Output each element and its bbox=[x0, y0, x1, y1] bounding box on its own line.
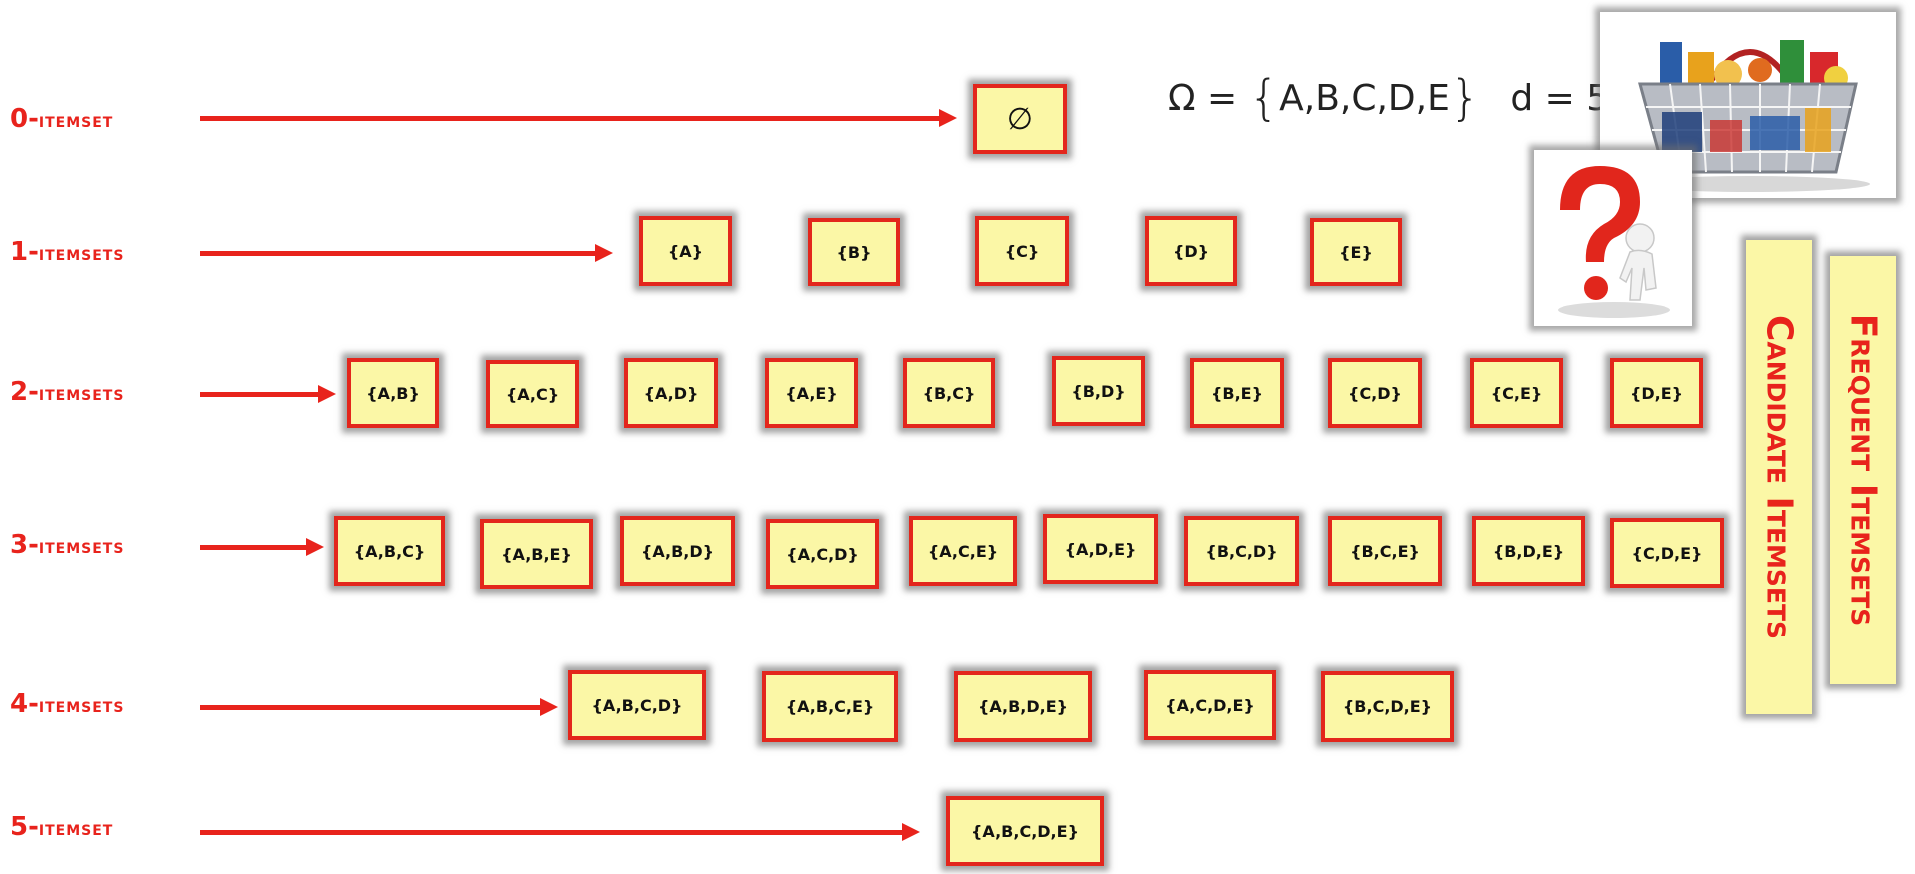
row-label-word: itemsets bbox=[38, 241, 125, 265]
itemset-box-full: {A,B,C,D,E} bbox=[946, 796, 1104, 866]
itemset-box: {B,C,D} bbox=[1184, 516, 1299, 586]
itemset-box: {C} bbox=[975, 216, 1069, 286]
itemset-box: {A,B,C,D} bbox=[568, 670, 706, 740]
candidate-itemsets-panel: Candidate Itemsets bbox=[1746, 240, 1812, 714]
row-label-3-itemsets: 3-itemsets bbox=[10, 530, 124, 560]
row-label-4-itemsets: 4-itemsets bbox=[10, 689, 124, 719]
row-label-number: 5- bbox=[10, 812, 39, 842]
itemset-box: {C,D} bbox=[1328, 358, 1422, 428]
itemset-box: {C,D,E} bbox=[1610, 518, 1724, 588]
row-label-number: 1- bbox=[10, 237, 39, 267]
itemset-box: {A,D,E} bbox=[1043, 514, 1158, 584]
row-label-word: itemsets bbox=[38, 534, 125, 558]
frequent-itemsets-panel: Frequent Itemsets bbox=[1830, 256, 1896, 684]
itemset-box: {B,C,D,E} bbox=[1321, 671, 1454, 742]
itemset-box: {B} bbox=[808, 218, 900, 286]
itemset-box: {A,C} bbox=[486, 360, 579, 428]
itemset-box: {D} bbox=[1145, 216, 1237, 286]
omega-symbol: Ω bbox=[1168, 78, 1196, 119]
itemset-box-empty: ∅ bbox=[973, 84, 1067, 154]
itemset-box: {A,B,D} bbox=[620, 516, 735, 586]
arrow-0-itemset bbox=[200, 109, 957, 127]
formula-open-brace: { bbox=[1248, 70, 1280, 126]
question-mark-figure-icon bbox=[1534, 150, 1692, 326]
formula-close-brace: } bbox=[1449, 70, 1481, 126]
row-label-number: 2- bbox=[10, 377, 39, 407]
arrow-2-itemsets bbox=[200, 385, 336, 403]
itemset-box: {B,D} bbox=[1052, 356, 1145, 426]
itemset-box: {A,C,E} bbox=[909, 516, 1017, 586]
row-label-2-itemsets: 2-itemsets bbox=[10, 377, 124, 407]
itemset-box: {A} bbox=[639, 216, 732, 286]
arrow-5-itemset bbox=[200, 823, 920, 841]
itemset-box: {A,C,D} bbox=[766, 519, 879, 589]
row-label-word: itemsets bbox=[38, 693, 125, 717]
row-label-5-itemset: 5-itemset bbox=[10, 812, 113, 842]
arrow-1-itemsets bbox=[200, 244, 613, 262]
row-label-0-itemset: 0-itemset bbox=[10, 104, 113, 134]
arrow-4-itemsets bbox=[200, 698, 558, 716]
row-label-word: itemset bbox=[38, 816, 114, 840]
row-label-number: 3- bbox=[10, 530, 39, 560]
candidate-itemsets-label: Candidate Itemsets bbox=[1758, 314, 1800, 640]
itemset-box: {C,E} bbox=[1470, 358, 1563, 428]
dimension-formula: d = 5 bbox=[1510, 78, 1610, 119]
row-label-number: 4- bbox=[10, 689, 39, 719]
itemset-box: {E} bbox=[1310, 218, 1402, 286]
itemset-box: {A,B,E} bbox=[480, 519, 593, 589]
itemset-box: {D,E} bbox=[1610, 358, 1703, 428]
itemset-box: {A,B,C,E} bbox=[762, 671, 898, 742]
row-label-number: 0- bbox=[10, 104, 39, 134]
itemset-box: {B,C,E} bbox=[1328, 516, 1442, 586]
formula-items: A,B,C,D,E bbox=[1279, 78, 1450, 119]
itemset-box: {A,B} bbox=[347, 358, 439, 428]
itemset-box: {A,C,D,E} bbox=[1144, 670, 1276, 740]
itemset-box: {B,D,E} bbox=[1472, 516, 1585, 586]
arrow-3-itemsets bbox=[200, 538, 324, 556]
universe-formula: Ω = {A,B,C,D,E} d = 5 bbox=[1168, 70, 1609, 126]
formula-equals: = bbox=[1195, 78, 1249, 119]
shopping-basket-icon bbox=[1600, 12, 1896, 198]
itemset-box: {A,E} bbox=[765, 358, 858, 428]
row-label-1-itemsets: 1-itemsets bbox=[10, 237, 124, 267]
row-label-word: itemsets bbox=[38, 381, 125, 405]
itemset-box: {A,B,C} bbox=[334, 516, 445, 586]
row-label-word: itemset bbox=[38, 108, 114, 132]
itemset-box: {B,E} bbox=[1190, 358, 1284, 428]
itemset-box: {A,D} bbox=[624, 358, 718, 428]
itemset-box: {A,B,D,E} bbox=[954, 671, 1092, 742]
frequent-itemsets-label: Frequent Itemsets bbox=[1842, 313, 1884, 627]
itemset-box: {B,C} bbox=[903, 358, 995, 428]
